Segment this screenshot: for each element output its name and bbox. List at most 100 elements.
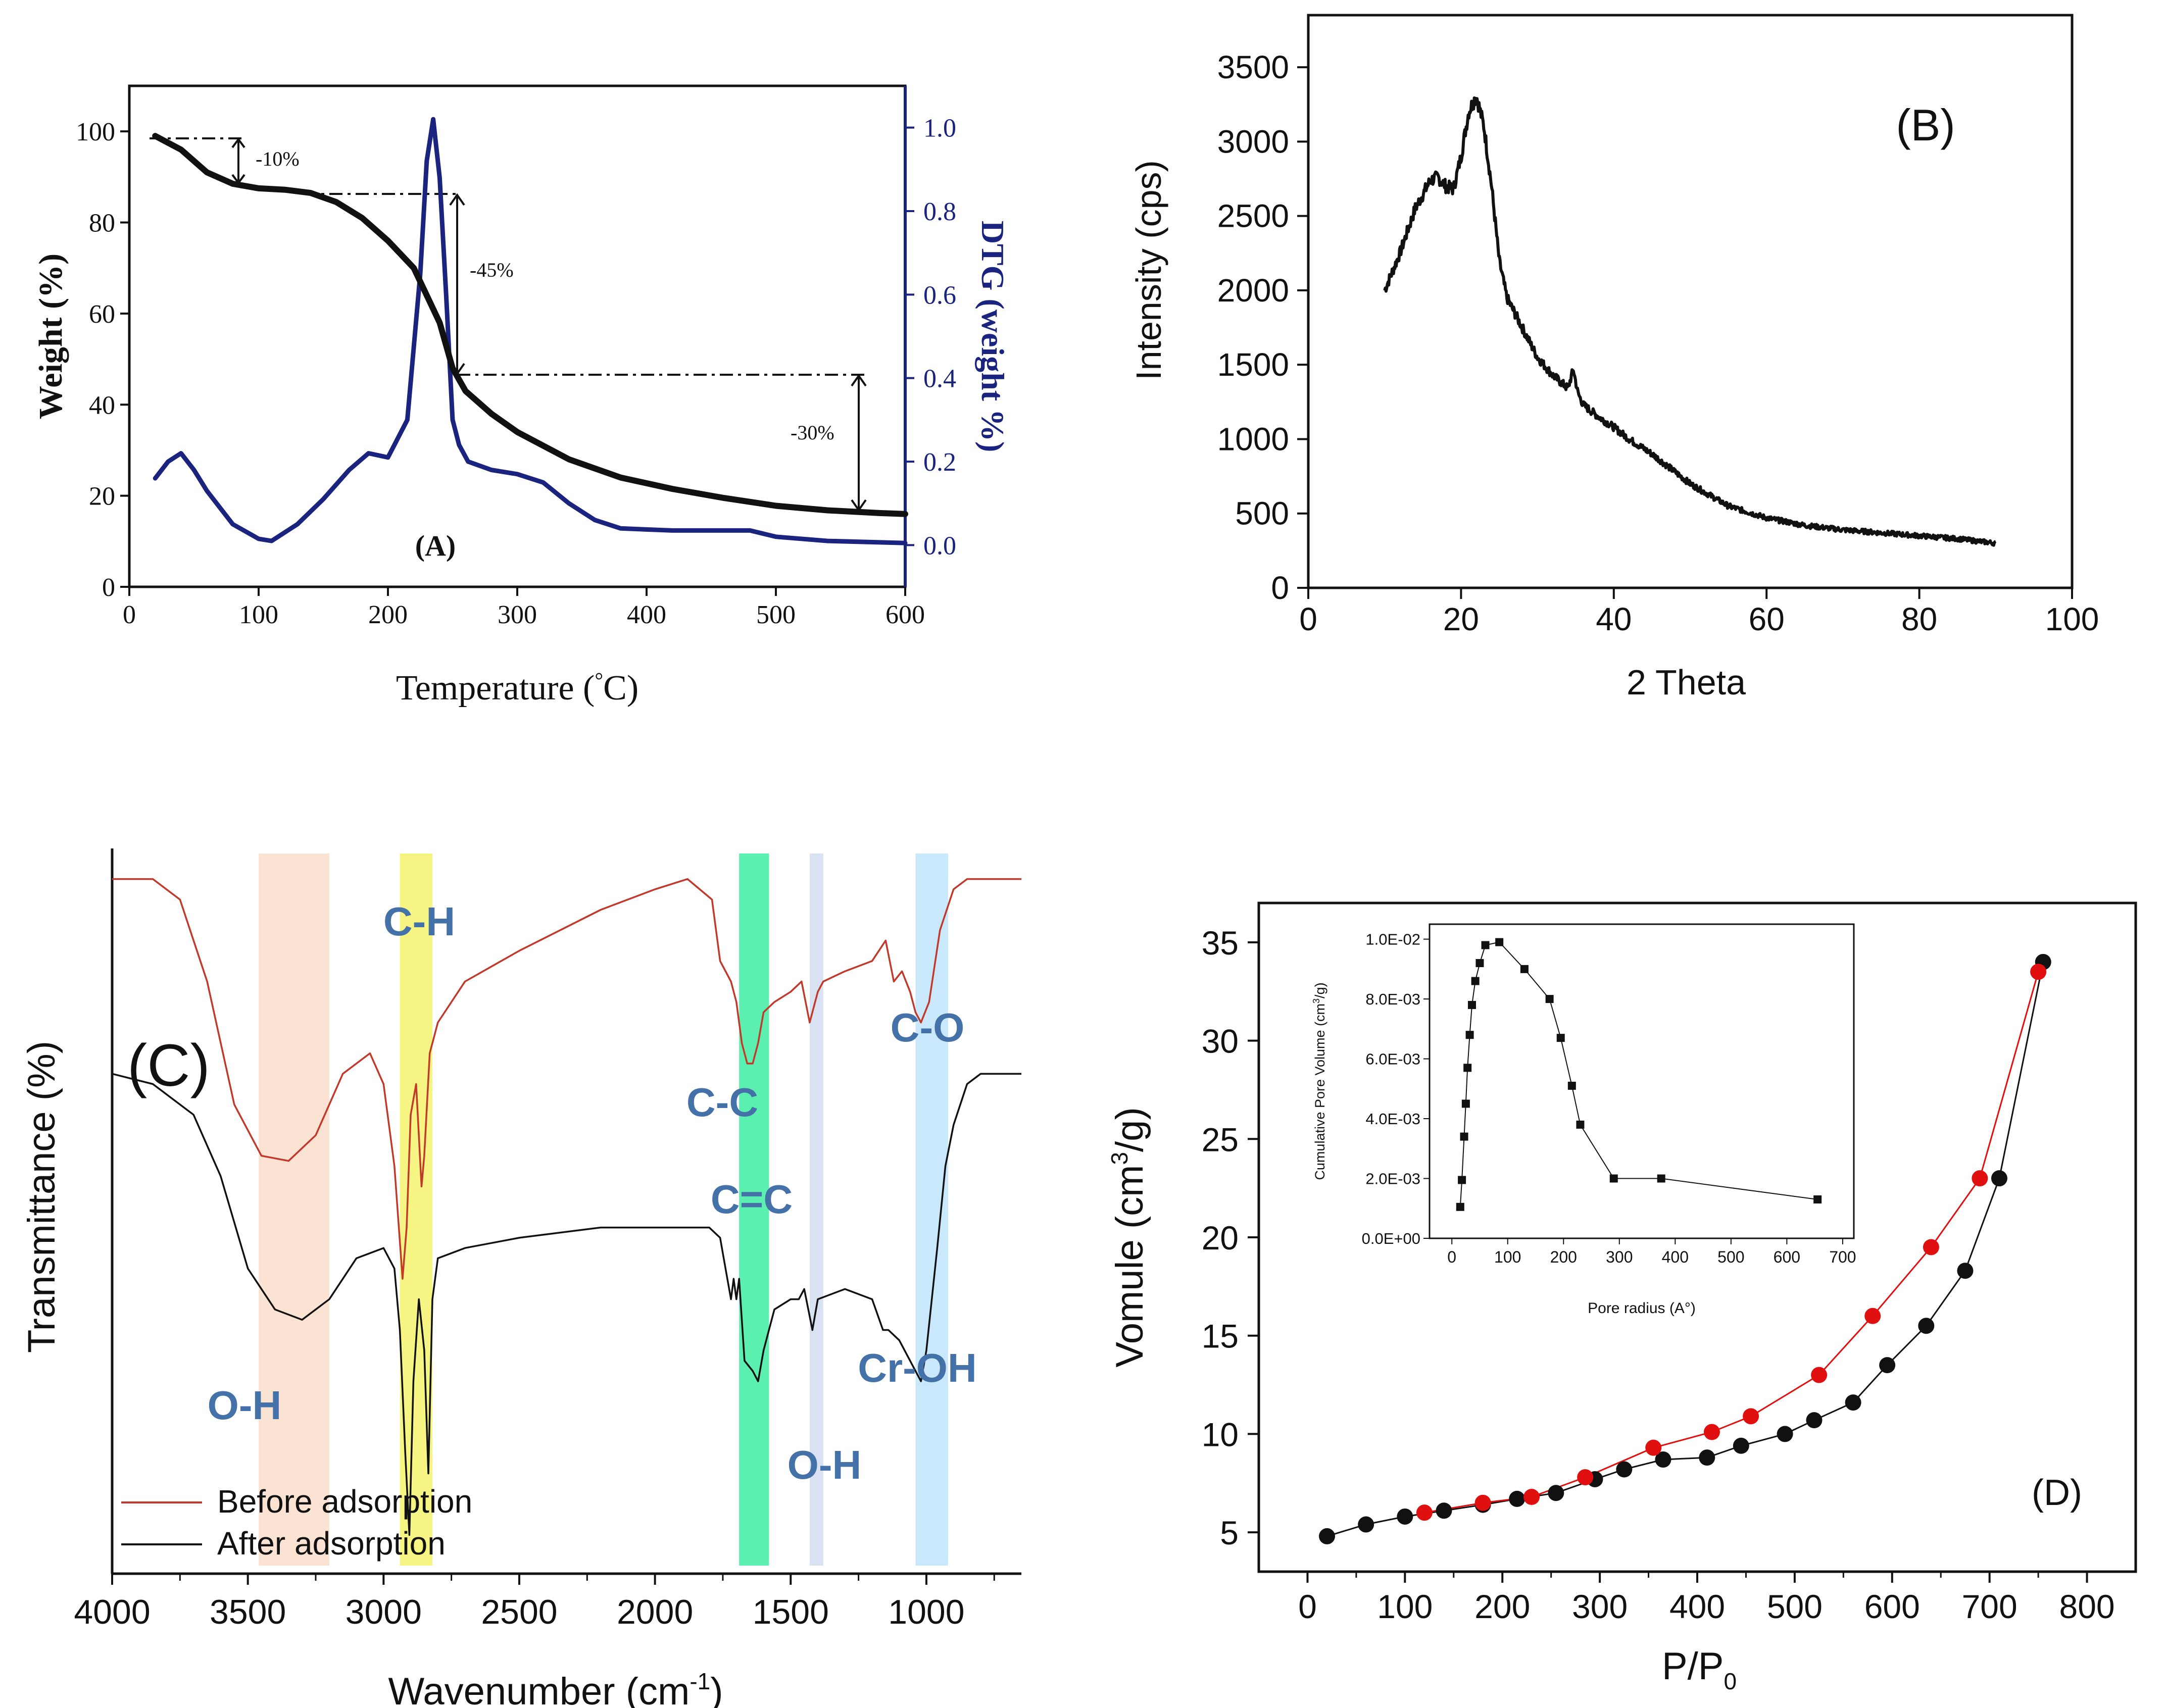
d-inset-ticks: 0 100 200 300 400 500 600 700 0.0E+00 2.0E-03 4.0E… [1362, 931, 1856, 1266]
d-x-tick-label: 400 [1669, 1588, 1725, 1625]
d-inset-frame [1429, 923, 1855, 1239]
d-desorption-point [2030, 964, 2047, 980]
a-y-tick-label-left: 40 [89, 391, 115, 420]
c-band [915, 853, 948, 1566]
d-x-tick-label: 100 [1377, 1588, 1433, 1625]
d-desorption-point [1474, 1494, 1491, 1511]
d-x-tick-label: 500 [1767, 1588, 1823, 1625]
c-x-tick-label: 3500 [210, 1593, 286, 1631]
d-desorption-point [1972, 1170, 1988, 1187]
d-adsorption-point [1957, 1263, 1974, 1279]
d-inset-point [1461, 1099, 1470, 1108]
d-inset-point [1520, 965, 1529, 973]
a-x-tick-label: 0 [123, 600, 136, 629]
b-xrd-curve [1383, 96, 1997, 547]
d-inset-y-tick-label: 4.0E-03 [1365, 1110, 1420, 1128]
a-y-tick-label-left: 100 [76, 118, 115, 146]
c-label-co: C-O [891, 1005, 965, 1050]
d-adsorption-point [1699, 1449, 1715, 1466]
a-x-tick-label: 100 [239, 600, 278, 629]
c-band [809, 853, 823, 1566]
c-label-cc: C-C [686, 1080, 758, 1125]
c-x-label-end: ) [710, 1670, 723, 1708]
c-panel-label: (C) [127, 1032, 210, 1099]
d-y-label-main: Vomule (cm [1108, 1165, 1151, 1368]
d-inset-y-tick-label: 2.0E-03 [1365, 1170, 1420, 1188]
d-desorption-point [1645, 1439, 1662, 1456]
b-x-tick-label: 100 [2045, 601, 2099, 637]
d-inset-point [1576, 1120, 1585, 1129]
a-y-tick-label-right: 0.6 [923, 281, 956, 310]
d-adsorption-point [1509, 1490, 1526, 1507]
a-weight-curve [152, 133, 908, 517]
d-desorption-point [1523, 1489, 1540, 1505]
b-y-tick-label: 2500 [1217, 198, 1289, 234]
d-inset-point [1456, 1202, 1464, 1211]
d-y-label-sup: 3 [1106, 1152, 1133, 1165]
a-x-tick-label: 600 [885, 600, 925, 629]
c-legend-label-after: After adsorption [217, 1525, 446, 1562]
d-inset-point [1463, 1064, 1472, 1072]
panel-a-ticks: 0 100 200 300 400 500 600 0 20 40 60 80 100 0.0 0.2 0.4… [76, 114, 956, 629]
a-y-tick-label-right: 0.0 [923, 531, 956, 560]
d-inset-point [1468, 1000, 1476, 1009]
d-inset-x-tick-label: 700 [1829, 1248, 1856, 1266]
d-adsorption-point [1991, 1170, 2007, 1187]
d-y-tick-label: 10 [1202, 1416, 1239, 1453]
c-x-tick-label: 2500 [481, 1593, 557, 1631]
c-label-c-double-c: C=C [711, 1177, 793, 1222]
c-label-oh-2: O-H [788, 1442, 862, 1487]
d-inset-y-tick-label: 6.0E-03 [1365, 1050, 1420, 1068]
d-adsorption-point [1358, 1516, 1374, 1533]
d-inset-x-tick-label: 500 [1717, 1248, 1744, 1266]
d-inset-y-label-end: /g) [1312, 982, 1327, 998]
d-inset-point [1567, 1081, 1576, 1090]
a-y-tick-label-left: 60 [89, 300, 115, 329]
c-before-adsorption-curve [112, 878, 1021, 1280]
d-inset-x-tick-label: 300 [1606, 1248, 1633, 1266]
d-x-tick-label: 300 [1572, 1588, 1628, 1625]
d-adsorption-point [1879, 1357, 1896, 1374]
d-inset-point [1609, 1174, 1618, 1183]
c-after-adsorption-curve [112, 1073, 1021, 1536]
c-x-label-main: Wavenumber (cm [388, 1670, 690, 1708]
d-x-tick-label: 200 [1474, 1588, 1530, 1625]
d-y-tick-label: 20 [1202, 1219, 1239, 1257]
c-x-tick-label: 1500 [753, 1593, 829, 1631]
d-adsorption-point [1845, 1394, 1861, 1411]
panel-b-frame [1307, 14, 2074, 589]
b-x-tick-label: 0 [1299, 601, 1317, 637]
d-inset-y-tick-label: 0.0E+00 [1362, 1230, 1420, 1247]
a-y-tick-label-left: 20 [89, 482, 115, 511]
c-x-label-sup: -1 [690, 1668, 710, 1694]
d-y-tick-label: 5 [1220, 1514, 1239, 1551]
a-x-label-unit: C) [603, 669, 638, 708]
a-y-tick-label-right: 1.0 [923, 114, 956, 143]
a-annotation-30: -30% [791, 421, 834, 444]
d-inset-y-tick-label: 8.0E-03 [1365, 990, 1420, 1008]
d-adsorption-point [1616, 1461, 1633, 1478]
c-x-tick-label: 1000 [888, 1593, 964, 1631]
a-y-tick-label-right: 0.2 [923, 448, 956, 477]
d-inset-x-tick-label: 600 [1774, 1248, 1800, 1266]
d-inset-x-tick-label: 0 [1447, 1248, 1456, 1266]
a-x-tick-label: 400 [627, 600, 666, 629]
b-x-tick-label: 60 [1749, 601, 1785, 637]
b-y-tick-label: 2000 [1217, 272, 1289, 309]
b-x-tick-label: 20 [1443, 601, 1479, 637]
d-x-label-sub: 0 [1724, 1668, 1737, 1694]
a-y-axis-label-left: Weight (%) [32, 254, 69, 419]
d-x-tick-label: 700 [1962, 1588, 2018, 1625]
b-y-tick-label: 3000 [1217, 123, 1289, 160]
c-label-cr-oh: Cr-OH [858, 1345, 977, 1390]
d-inset-point [1471, 977, 1480, 985]
a-annotation-45: -45% [470, 259, 514, 281]
b-x-tick-label: 40 [1596, 601, 1632, 637]
d-inset-x-axis-label: Pore radius (A°) [1588, 1300, 1696, 1317]
c-legend: Before adsorption After adsorption [121, 1483, 472, 1562]
a-y-tick-label-left: 0 [102, 573, 115, 602]
d-inset-y-label-sup: 3 [1311, 998, 1321, 1003]
